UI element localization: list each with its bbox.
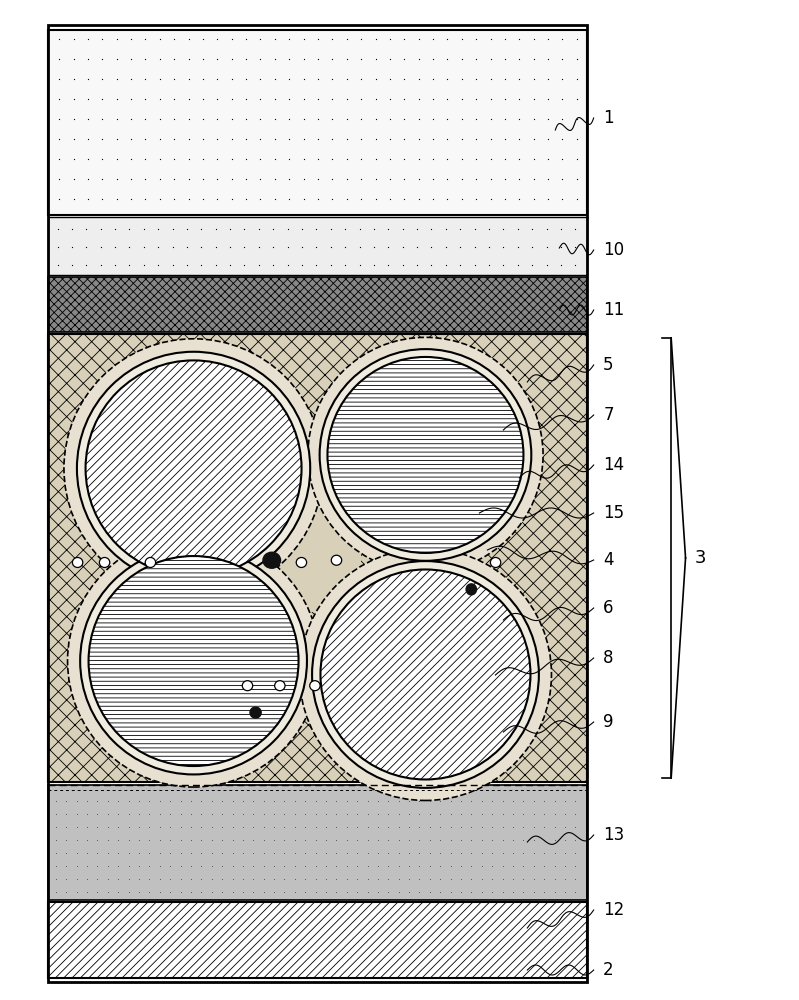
Ellipse shape	[332, 555, 342, 565]
Ellipse shape	[312, 561, 539, 788]
Bar	[48, 217, 587, 275]
Bar	[264, 504, 361, 612]
Text: 4: 4	[603, 551, 614, 569]
Ellipse shape	[328, 357, 523, 553]
Ellipse shape	[310, 681, 320, 691]
Text: 14: 14	[603, 456, 624, 474]
Bar	[48, 334, 587, 782]
Ellipse shape	[296, 557, 307, 567]
Bar	[48, 902, 587, 978]
Ellipse shape	[320, 569, 531, 779]
Ellipse shape	[85, 360, 301, 576]
Ellipse shape	[68, 535, 320, 787]
Ellipse shape	[275, 681, 285, 691]
Ellipse shape	[466, 584, 476, 595]
Text: 5: 5	[603, 356, 614, 374]
Text: 13: 13	[603, 826, 625, 844]
Ellipse shape	[250, 707, 261, 718]
Text: 10: 10	[603, 241, 624, 259]
Text: 3: 3	[695, 549, 706, 567]
Ellipse shape	[320, 349, 531, 561]
Ellipse shape	[242, 681, 252, 691]
Ellipse shape	[77, 352, 310, 585]
Ellipse shape	[308, 337, 543, 573]
Ellipse shape	[73, 557, 83, 567]
Bar	[48, 277, 587, 332]
Text: 2: 2	[603, 961, 614, 979]
Text: 8: 8	[603, 649, 614, 667]
Bar	[48, 30, 587, 215]
Ellipse shape	[145, 557, 156, 567]
Ellipse shape	[64, 339, 323, 598]
Text: 15: 15	[603, 504, 624, 522]
Bar	[48, 25, 587, 982]
Ellipse shape	[99, 557, 109, 567]
Ellipse shape	[80, 548, 307, 774]
Text: 1: 1	[603, 109, 614, 127]
Ellipse shape	[491, 557, 501, 567]
Text: 12: 12	[603, 901, 625, 919]
Text: 7: 7	[603, 406, 614, 424]
Text: 11: 11	[603, 301, 625, 319]
Ellipse shape	[263, 552, 280, 568]
Text: 6: 6	[603, 599, 614, 617]
Ellipse shape	[89, 556, 299, 766]
Ellipse shape	[300, 548, 551, 800]
Text: 9: 9	[603, 713, 614, 731]
Bar	[48, 785, 587, 900]
